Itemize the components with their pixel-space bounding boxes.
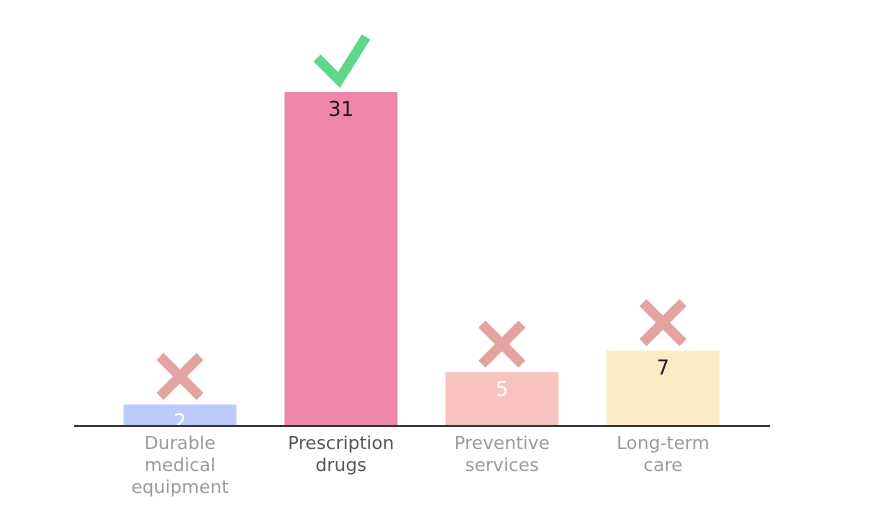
- cross-icon: [156, 352, 204, 400]
- category-labels-group: Durable medical equipment Prescription drugs…: [131, 433, 709, 498]
- category-label-line: Durable: [144, 433, 215, 454]
- cross-icon-stroke: [156, 352, 204, 400]
- category-label-line: medical: [145, 455, 216, 476]
- check-icon-stroke: [313, 34, 371, 88]
- data-label: 31: [328, 97, 353, 121]
- value-labels-group: 2 31 5 7: [174, 97, 670, 433]
- category-label-line: Long-term: [617, 433, 710, 454]
- data-label: 5: [496, 377, 509, 401]
- category-label-line: services: [465, 455, 539, 476]
- category-label-line: care: [643, 455, 682, 476]
- cross-icon-stroke: [478, 320, 526, 368]
- cross-icon: [639, 299, 687, 347]
- cross-icon: [478, 320, 526, 368]
- category-label: Durable medical equipment: [131, 433, 228, 498]
- bar: [284, 92, 398, 426]
- data-label: 7: [657, 356, 670, 380]
- bar: [445, 372, 559, 426]
- category-label: Preventive services: [454, 433, 550, 476]
- category-label-line: equipment: [131, 477, 228, 498]
- category-label: Prescription drugs: [288, 433, 394, 476]
- bars-group: [123, 92, 720, 426]
- category-label: Long-term care: [617, 433, 710, 476]
- cross-icon-stroke: [639, 299, 687, 347]
- category-label-line: drugs: [315, 455, 366, 476]
- category-label-line: Preventive: [454, 433, 550, 454]
- bar: [606, 350, 720, 426]
- category-label-line: Prescription: [288, 433, 394, 454]
- markers-group: [156, 34, 687, 400]
- data-label: 2: [174, 409, 187, 433]
- bar: [123, 404, 237, 426]
- check-icon: [313, 34, 371, 88]
